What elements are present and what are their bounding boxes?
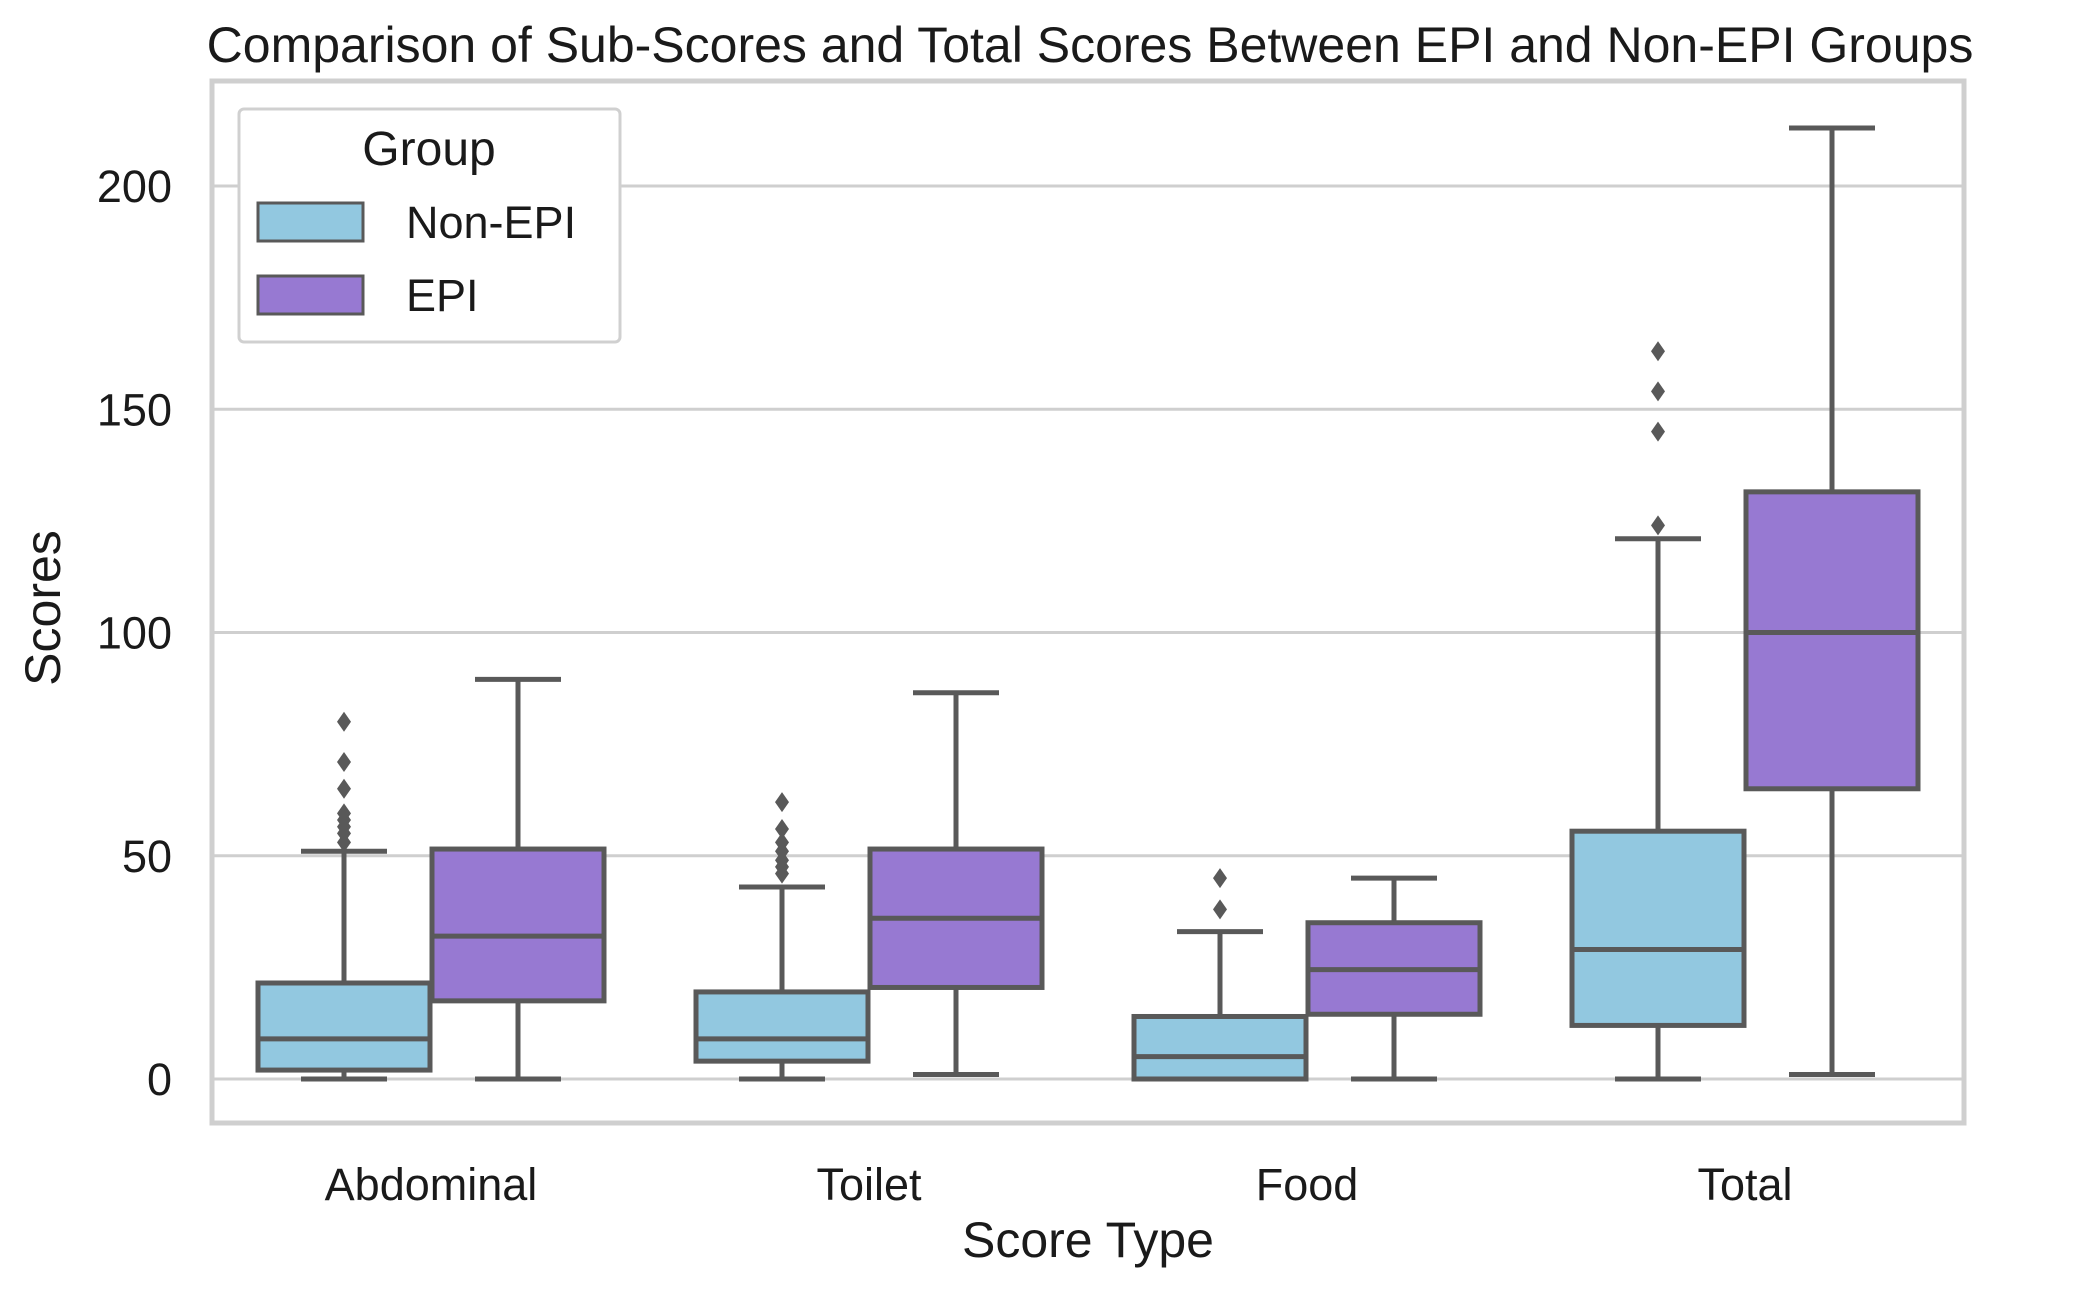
box-group-non-epi-total — [1569, 341, 1747, 1082]
chart-title: Comparison of Sub-Scores and Total Score… — [207, 17, 1974, 73]
box-epi-abdominal — [429, 846, 607, 1004]
x-tick-label-abdominal: Abdominal — [325, 1159, 538, 1210]
y-tick-label-100: 100 — [97, 608, 172, 659]
outlier-non-epi-total-0 — [1651, 515, 1665, 536]
x-axis-ticks: Abdominal Toilet Food Total — [325, 1159, 1793, 1210]
legend-label-non-epi: Non-EPI — [406, 197, 576, 248]
box-group-epi-toilet — [867, 690, 1045, 1078]
box-group-epi-total — [1743, 125, 1921, 1078]
outlier-non-epi-food-0 — [1213, 899, 1227, 920]
outlier-non-epi-abdominal-5 — [337, 778, 351, 799]
outlier-non-epi-toilet-5 — [775, 818, 789, 839]
x-tick-label-toilet: Toilet — [816, 1159, 922, 1210]
outlier-non-epi-total-1 — [1651, 421, 1665, 442]
x-tick-label-total: Total — [1697, 1159, 1792, 1210]
box-group-non-epi-abdominal — [255, 711, 433, 1082]
box-non-epi-total — [1569, 828, 1747, 1028]
box-group-non-epi-toilet — [693, 792, 871, 1082]
y-tick-label-150: 150 — [97, 384, 172, 435]
box-group-non-epi-food — [1131, 868, 1309, 1082]
box-group-epi-food — [1305, 875, 1483, 1082]
outlier-non-epi-food-1 — [1213, 868, 1227, 889]
plot-frame — [209, 78, 1967, 1126]
box-non-epi-abdominal — [255, 980, 433, 1073]
x-axis-label: Score Type — [962, 1212, 1214, 1268]
y-axis-ticks: 0 50 100 150 200 — [97, 161, 172, 1105]
legend-title: Group — [362, 123, 495, 176]
box-plot-series — [255, 125, 1921, 1082]
box-epi-total — [1743, 489, 1921, 792]
outlier-non-epi-total-3 — [1651, 341, 1665, 362]
y-tick-label-200: 200 — [97, 161, 172, 212]
x-tick-label-food: Food — [1256, 1159, 1359, 1210]
y-tick-label-0: 0 — [147, 1054, 172, 1105]
legend: Group Non-EPI EPI — [237, 107, 622, 344]
outlier-non-epi-abdominal-6 — [337, 751, 351, 772]
outlier-non-epi-toilet-6 — [775, 792, 789, 813]
legend-label-epi: EPI — [406, 270, 479, 321]
y-tick-label-50: 50 — [122, 831, 172, 882]
y-axis-label: Scores — [15, 530, 71, 686]
outlier-non-epi-abdominal-7 — [337, 711, 351, 732]
outlier-non-epi-toilet-4 — [775, 832, 789, 853]
box-group-epi-abdominal — [429, 676, 607, 1082]
legend-swatch-non-epi — [256, 201, 365, 243]
box-non-epi-food — [1131, 1013, 1309, 1082]
legend-swatch-epi — [256, 274, 365, 316]
outlier-non-epi-total-2 — [1651, 381, 1665, 402]
outlier-non-epi-abdominal-4 — [337, 803, 351, 824]
box-non-epi-toilet — [693, 989, 871, 1064]
